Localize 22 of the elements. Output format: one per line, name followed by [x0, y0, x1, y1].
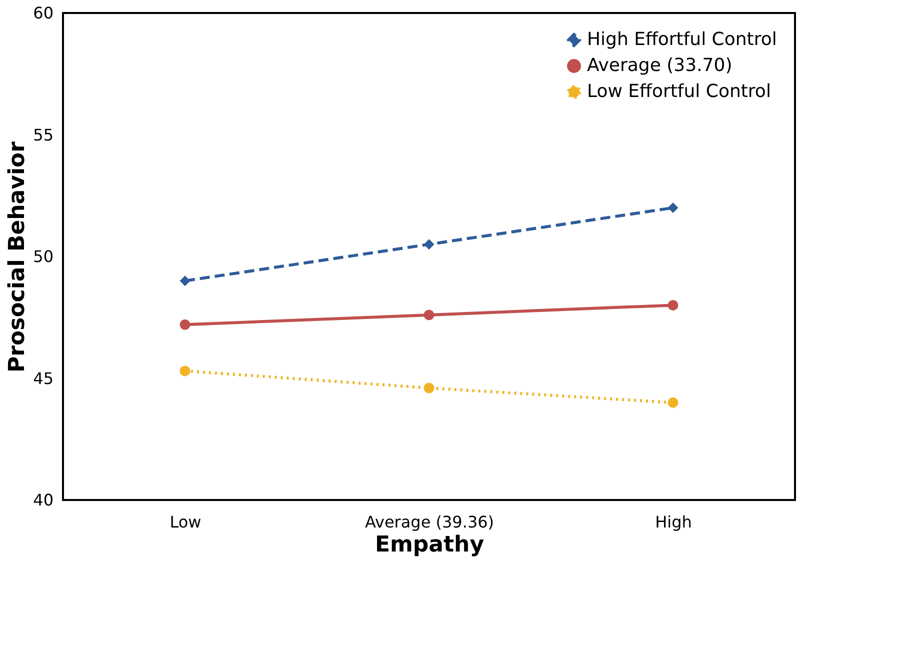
x-tick-label: Low [170, 512, 202, 532]
point [180, 319, 190, 330]
y-tick-label: 45 [33, 368, 54, 388]
point [180, 366, 190, 376]
point [668, 202, 678, 214]
point [668, 300, 678, 310]
x-tick-label: Average (39.36) [364, 512, 494, 532]
y-tick-label: 55 [33, 125, 54, 144]
legend-label: Low Effortful Control [587, 81, 771, 102]
legend-label: Average (33.70) [587, 55, 732, 76]
x-axis-title: Empathy [374, 532, 484, 558]
legend-label: High Effortful Control [587, 29, 777, 50]
point [424, 310, 434, 320]
point [424, 382, 434, 394]
point [424, 239, 434, 250]
y-tick-label: 50 [33, 247, 54, 266]
point [180, 276, 190, 286]
y-tick-label: 60 [33, 4, 54, 22]
y-axis-title: Prosocial Behavior [5, 141, 30, 372]
point [668, 397, 678, 408]
y-tick-label: 40 [33, 490, 54, 510]
x-tick-label: High [655, 512, 692, 532]
